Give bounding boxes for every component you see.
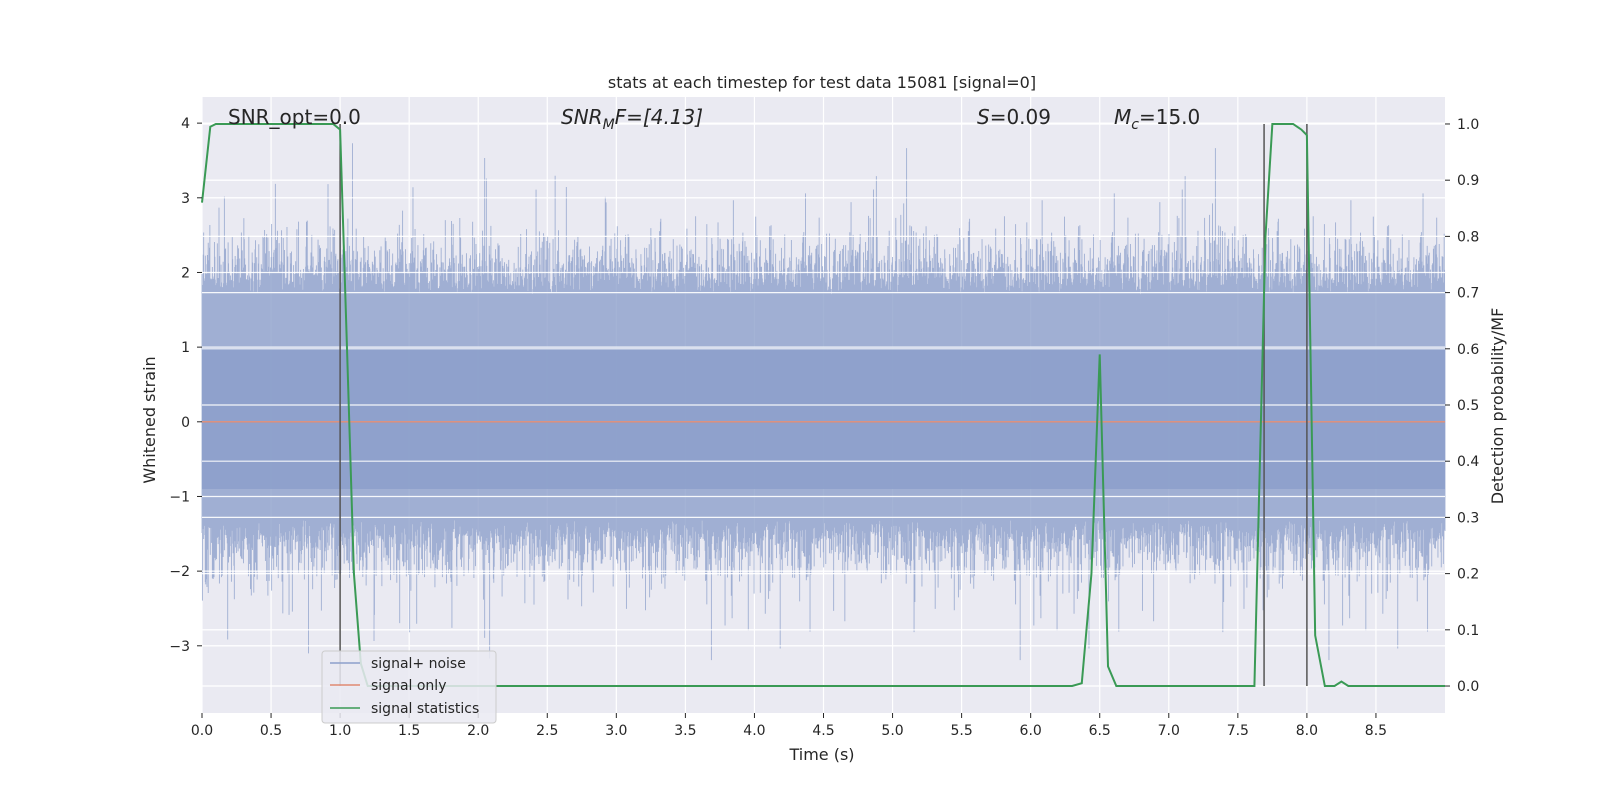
x-tick-label: 1.5 [398, 723, 420, 739]
x-tick-label: 2.5 [536, 723, 558, 739]
y-right-tick-label: 0.9 [1457, 173, 1479, 189]
legend: signal+ noise signal only signal statist… [321, 650, 497, 724]
annotation-s-base: S [977, 105, 990, 129]
annotation-s-rest: =0.09 [990, 105, 1051, 129]
y-tick-label: 1 [181, 340, 190, 356]
y-tick-label: 2 [181, 265, 190, 281]
x-tick-label: 5.5 [950, 723, 972, 739]
x-tick-label: 6.0 [1020, 723, 1042, 739]
y-tick-label: −1 [169, 489, 190, 505]
y-right-tick-label: 0.0 [1457, 679, 1479, 695]
x-tick-label: 4.5 [812, 723, 834, 739]
y-right-tick-label: 0.1 [1457, 623, 1479, 639]
y-tick-label: −2 [169, 564, 190, 580]
y-right-tick-label: 1.0 [1457, 117, 1479, 133]
y-right-tick-label: 0.4 [1457, 454, 1479, 470]
y-tick-label: 4 [181, 116, 190, 132]
legend-label-signal-only: signal only [371, 678, 446, 694]
y-tick-label: −3 [169, 639, 190, 655]
x-tick-label: 1.0 [329, 723, 351, 739]
annotation-mc: Mc=15.0 [1114, 105, 1200, 133]
x-tick-label: 5.0 [881, 723, 903, 739]
noise-core [202, 347, 1445, 489]
x-axis-ticks: 0.0 0.5 1.0 1.5 2.0 2.5 3.0 3.5 4.0 4.5 5.0 5.5 6.0 6… [191, 713, 1387, 739]
legend-label-signal-statistics: signal statistics [371, 701, 479, 717]
x-tick-label: 7.5 [1227, 723, 1249, 739]
y-right-tick-label: 0.2 [1457, 567, 1479, 583]
x-tick-label: 6.5 [1089, 723, 1111, 739]
x-tick-label: 0.0 [191, 723, 213, 739]
annotation-snr-opt: SNR_opt=0.0 [228, 105, 361, 129]
annotation-snr-mf-sub: M [603, 117, 615, 133]
chart-title: stats at each timestep for test data 150… [608, 73, 1036, 92]
right-axis-ticks: 0.0 0.1 0.2 0.3 0.4 0.5 0.6 0.7 0.8 0.9 1.0 [1445, 117, 1479, 695]
legend-box [321, 650, 497, 724]
x-tick-label: 7.0 [1158, 723, 1180, 739]
left-axis-ticks: −3 −2 −1 0 1 2 3 4 [169, 116, 202, 655]
annotation-s: S=0.09 [977, 105, 1051, 129]
x-tick-label: 4.0 [743, 723, 765, 739]
vertical-markers [339, 123, 1308, 687]
annotation-snr-mf-rest: F=[4.13] [615, 105, 703, 129]
y-right-tick-label: 0.8 [1457, 229, 1479, 245]
x-tick-label: 0.5 [260, 723, 282, 739]
y-tick-label: 3 [181, 191, 190, 207]
annotation-mc-base: M [1114, 105, 1131, 129]
left-axis-label: Whitened strain [140, 356, 159, 483]
x-tick-label: 2.0 [467, 723, 489, 739]
y-tick-label: 0 [181, 415, 190, 431]
annotation-mc-rest: =15.0 [1139, 105, 1200, 129]
x-tick-label: 3.5 [674, 723, 696, 739]
series-signal-statistics [201, 122, 1445, 688]
annotation-mc-sub: c [1131, 117, 1139, 133]
x-tick-label: 3.0 [605, 723, 627, 739]
y-right-tick-label: 0.7 [1457, 286, 1479, 302]
y-right-tick-label: 0.5 [1457, 398, 1479, 414]
x-tick-label: 8.5 [1365, 723, 1387, 739]
y-right-tick-label: 0.6 [1457, 342, 1479, 358]
x-axis-label: Time (s) [788, 745, 854, 764]
legend-label-signal-noise: signal+ noise [371, 656, 466, 672]
signal-statistics-line [201, 122, 1445, 688]
series-signal-noise [201, 122, 1446, 687]
y-right-tick-label: 0.3 [1457, 510, 1479, 526]
x-tick-label: 8.0 [1296, 723, 1318, 739]
annotation-snr-mf: SNRMF=[4.13] [561, 105, 703, 133]
annotation-snr-mf-base: SNR [561, 105, 603, 129]
right-axis-label: Detection probability/MF [1488, 308, 1507, 505]
